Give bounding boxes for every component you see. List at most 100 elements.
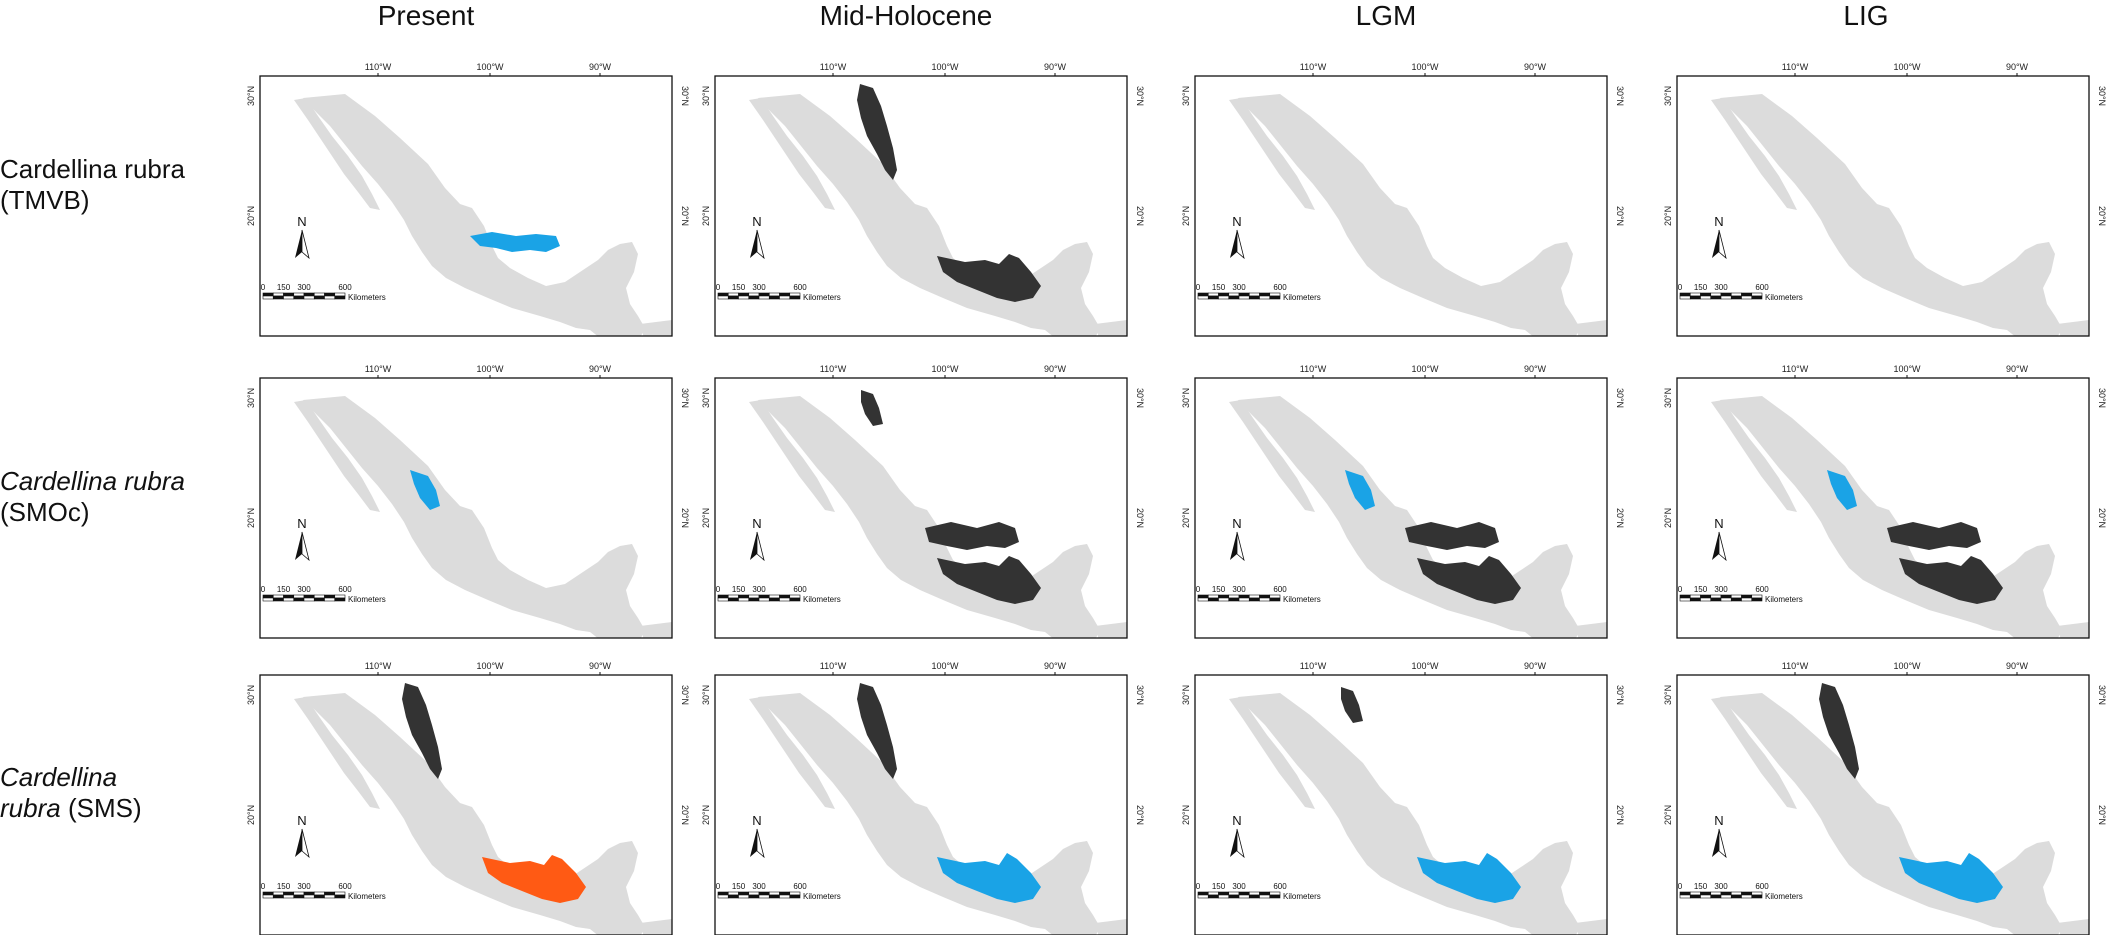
scale-unit-label: Kilometers <box>348 595 386 604</box>
scale-bar-segment <box>789 891 801 896</box>
north-arrow-icon-outline <box>756 828 765 859</box>
scale-unit-label: Kilometers <box>1283 293 1321 302</box>
map-land-group <box>1711 396 2089 638</box>
central-america-land <box>1575 622 1607 638</box>
scale-bar-segment <box>313 292 325 297</box>
lat-tick-label-left: 20°N <box>1181 206 1191 226</box>
scale-tick-label: 300 <box>297 283 311 292</box>
scale-bar-segment <box>272 594 284 599</box>
map-svg: 110°W 100°W 90°W 30°N 30°N 20°N 20°N N 0 150 300 60… <box>246 62 690 337</box>
map-panel-lig-row-3: 110°W 100°W 90°W 30°N 30°N 20°N 20°N N 0 150 300 60… <box>1663 655 2119 935</box>
lon-tick-label: 90°W <box>589 364 612 374</box>
mexico-land <box>1720 693 2062 935</box>
scale-tick-label: 300 <box>1232 882 1246 891</box>
scale-bar-segment <box>313 894 325 899</box>
scale-bar-segment <box>303 292 315 297</box>
column-title-present: Present <box>377 0 475 31</box>
scale-bar-segment <box>1700 891 1712 896</box>
scale-bar-segment <box>758 894 770 899</box>
sms-blue-distribution <box>1417 853 1521 903</box>
north-arrow-icon <box>1712 532 1719 560</box>
lon-tick-label: 110°W <box>365 364 392 374</box>
scale-bar-segment <box>727 597 739 602</box>
lon-tick-label: 90°W <box>2006 661 2029 671</box>
row-label-tmvb: Cardellina rubra (TMVB) <box>0 154 185 216</box>
scale-tick-label: 150 <box>1212 882 1226 891</box>
scale-bar-segment <box>779 594 791 599</box>
scale-bar-segment <box>1730 295 1742 300</box>
scale-tick-label: 300 <box>1232 585 1246 594</box>
scale-bar-segment <box>1751 894 1763 899</box>
lon-tick-label: 100°W <box>476 364 504 374</box>
central-america-land <box>640 320 672 336</box>
scale-bar-segment <box>758 891 770 896</box>
scale-bar-segment <box>1197 894 1209 899</box>
lat-tick-label-right: 20°N <box>1615 805 1625 825</box>
scale-bar-segment <box>727 891 739 896</box>
lat-tick-label-right: 20°N <box>2097 206 2107 226</box>
scale-bar-segment <box>1679 292 1691 297</box>
scale-bar-segment <box>1248 891 1260 896</box>
scale-bar-segment <box>293 597 305 602</box>
baja-california-land <box>294 400 380 512</box>
north-arrow-icon <box>750 829 757 857</box>
scale-bar-segment <box>1197 292 1209 297</box>
scale-tick-label: 600 <box>793 585 807 594</box>
scale-unit-label: Kilometers <box>803 892 841 901</box>
baja-california-land <box>1711 400 1797 512</box>
map-svg: 110°W 100°W 90°W 30°N 30°N 20°N 20°N N 0 150 300 60… <box>1663 364 2107 639</box>
north-arrow-icon-outline <box>756 229 765 260</box>
scale-bar-segment <box>1689 891 1701 896</box>
scale-bar-segment <box>1751 292 1763 297</box>
map-land-group <box>1229 396 1607 638</box>
baja-california-land <box>749 400 835 512</box>
lat-tick-label-right: 20°N <box>1615 508 1625 528</box>
lat-tick-label-right: 30°N <box>1615 86 1625 106</box>
scale-tick-label: 0 <box>1196 585 1201 594</box>
scale-bar-segment <box>1741 891 1753 896</box>
map-panel-lig-row-2: 110°W 100°W 90°W 30°N 30°N 20°N 20°N N 0 150 300 60… <box>1663 358 2119 639</box>
lon-tick-label: 110°W <box>1300 364 1327 374</box>
scale-bar-segment <box>272 292 284 297</box>
scale-bar-segment <box>303 891 315 896</box>
scale-bar-segment <box>1751 891 1763 896</box>
lat-tick-label-right: 30°N <box>1615 388 1625 408</box>
scale-bar-segment <box>1720 597 1732 602</box>
north-arrow-icon-outline <box>1718 828 1727 859</box>
lat-tick-label-left: 30°N <box>1181 388 1191 408</box>
scale-bar-segment <box>1238 292 1250 297</box>
lat-tick-label-left: 20°N <box>1181 805 1191 825</box>
central-america-land <box>2057 622 2089 638</box>
baja-california-land <box>749 697 835 809</box>
sms-blue-distribution <box>937 853 1041 903</box>
mexico-land <box>303 94 645 336</box>
row-label-species-line2: rubra <box>0 793 61 823</box>
scale-bar-segment <box>768 891 780 896</box>
lon-tick-label: 110°W <box>820 661 847 671</box>
map-land-group <box>1229 94 1607 336</box>
scale-bar-segment <box>1248 597 1260 602</box>
north-arrow-icon-outline <box>1236 531 1245 562</box>
tmvb-black-distribution <box>1405 522 1499 550</box>
baja-california-land <box>1711 697 1797 809</box>
sms-orange-distribution <box>482 855 586 903</box>
north-arrow-icon <box>750 532 757 560</box>
scale-bar-segment <box>283 597 295 602</box>
scale-bar-segment <box>1238 894 1250 899</box>
scale-bar-segment <box>303 594 315 599</box>
scale-bar-segment <box>1228 894 1240 899</box>
scale-bar-segment <box>324 292 336 297</box>
scale-bar-segment <box>1228 292 1240 297</box>
smw-black-distribution <box>857 683 897 779</box>
row-label-smoc: Cardellina rubra (SMOc) <box>0 466 185 528</box>
scale-bar-segment <box>1689 894 1701 899</box>
lat-tick-label-right: 30°N <box>680 388 690 408</box>
map-panel-mid-holocene-row-1: 110°W 100°W 90°W 30°N 30°N 20°N 20°N N 0 150 300 60… <box>701 56 1157 337</box>
north-arrow-label: N <box>297 516 306 531</box>
central-america-land <box>2057 320 2089 336</box>
scale-unit-label: Kilometers <box>1765 595 1803 604</box>
scale-tick-label: 0 <box>1678 283 1683 292</box>
row-label-sms: Cardellina rubra (SMS) <box>0 762 185 824</box>
scale-bar-segment <box>334 292 346 297</box>
scale-tick-label: 600 <box>1755 585 1769 594</box>
